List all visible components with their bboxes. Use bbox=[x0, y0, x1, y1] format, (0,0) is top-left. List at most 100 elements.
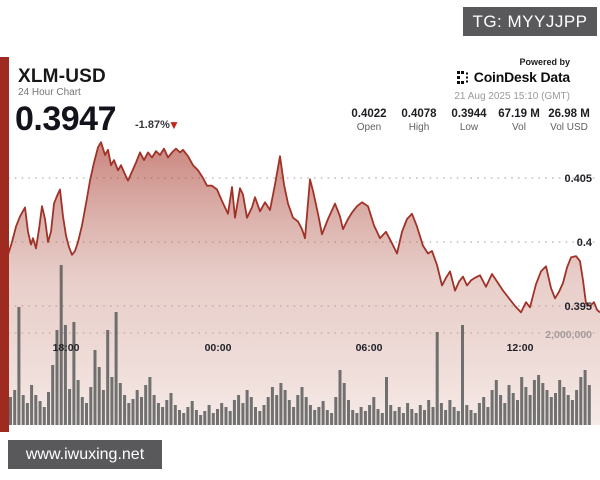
volume-bar bbox=[140, 397, 143, 425]
volume-bar bbox=[528, 395, 532, 425]
stat-high-label: High bbox=[408, 122, 430, 133]
volume-bar bbox=[80, 397, 84, 425]
volume-bar bbox=[182, 413, 186, 425]
volume-bar bbox=[554, 393, 557, 425]
volume-bar bbox=[410, 409, 414, 425]
volume-bar bbox=[516, 400, 519, 425]
volume-bar bbox=[456, 411, 460, 425]
volume-bar bbox=[406, 403, 410, 425]
volume-bar bbox=[152, 395, 156, 425]
volume-bar bbox=[444, 410, 448, 425]
stat-high-value: 0.4078 bbox=[401, 108, 437, 120]
volume-bar bbox=[325, 410, 329, 425]
volume-bar bbox=[368, 405, 372, 425]
volume-bar bbox=[93, 350, 97, 425]
price-line bbox=[7, 141, 600, 314]
svg-text:18:00: 18:00 bbox=[53, 342, 80, 354]
volume-bar bbox=[25, 403, 29, 425]
volume-bar bbox=[51, 365, 55, 425]
volume-bar bbox=[473, 413, 477, 425]
volume-bar bbox=[169, 393, 173, 425]
stat-vol-usd-label: Vol USD bbox=[550, 122, 588, 133]
volume-bar bbox=[9, 397, 12, 425]
volume-bar bbox=[321, 401, 325, 425]
volume-bar bbox=[220, 403, 224, 425]
volume-bar bbox=[575, 390, 579, 425]
volume-bar bbox=[114, 312, 118, 425]
volume-bar bbox=[292, 407, 296, 425]
volume-bar bbox=[228, 411, 232, 425]
price-area-fill bbox=[8, 142, 600, 425]
volume-bar bbox=[486, 407, 490, 425]
svg-text:06:00: 06:00 bbox=[356, 342, 383, 354]
volume-bar bbox=[194, 410, 198, 425]
volume-bar bbox=[427, 400, 431, 425]
volume-bar bbox=[118, 383, 122, 425]
volume-bar bbox=[511, 393, 515, 425]
volume-bar bbox=[300, 387, 304, 425]
volume-bar bbox=[245, 390, 249, 425]
volume-bar bbox=[507, 385, 511, 425]
volume-bar bbox=[262, 405, 266, 425]
volume-bar bbox=[372, 397, 376, 425]
volume-bar bbox=[270, 387, 274, 425]
volume-bar bbox=[148, 377, 152, 425]
volume-bar bbox=[423, 410, 426, 425]
volume-bar bbox=[541, 383, 545, 425]
volume-bars bbox=[9, 265, 591, 425]
volume-bar bbox=[583, 370, 587, 425]
telegram-watermark-badge: TG: MYYJJPP bbox=[463, 7, 597, 36]
stat-low-label: Low bbox=[459, 122, 479, 133]
volume-bar bbox=[330, 413, 334, 425]
volume-bar bbox=[241, 403, 245, 425]
telegram-watermark-text: TG: MYYJJPP bbox=[472, 11, 588, 31]
volume-bar bbox=[439, 403, 443, 425]
volume-bar bbox=[558, 380, 562, 425]
svg-text:0.395: 0.395 bbox=[564, 301, 592, 313]
stat-low: 0.3944 Low bbox=[444, 108, 494, 133]
volume-bar bbox=[59, 265, 63, 425]
volume-bar bbox=[566, 395, 570, 425]
volume-bar bbox=[537, 375, 541, 425]
volume-bar bbox=[249, 397, 253, 425]
volume-bar bbox=[317, 407, 321, 425]
volume-bar bbox=[232, 400, 236, 425]
triangle-down-icon: ▼ bbox=[168, 118, 180, 132]
volume-bar bbox=[89, 387, 93, 425]
volume-bar bbox=[203, 411, 207, 425]
volume-bar bbox=[477, 403, 481, 425]
svg-text:2,000,000: 2,000,000 bbox=[545, 329, 592, 341]
stat-vol: 67.19 M Vol bbox=[494, 108, 544, 133]
volume-bar bbox=[63, 325, 67, 425]
website-watermark-text: www.iwuxing.net bbox=[25, 445, 145, 463]
volume-bar bbox=[216, 409, 219, 425]
volume-bar bbox=[549, 397, 553, 425]
svg-text:12:00: 12:00 bbox=[507, 342, 534, 354]
stat-vol-value: 67.19 M bbox=[498, 108, 540, 120]
volume-bar bbox=[275, 395, 279, 425]
volume-bar bbox=[85, 403, 88, 425]
volume-bar bbox=[190, 401, 194, 425]
powered-by-block: Powered by CoinDesk Data bbox=[456, 57, 570, 85]
volume-bar bbox=[101, 390, 105, 425]
stat-high: 0.4078 High bbox=[394, 108, 444, 133]
volume-bar bbox=[173, 405, 177, 425]
volume-bar bbox=[393, 411, 397, 425]
volume-bar bbox=[503, 403, 507, 425]
volume-bar bbox=[351, 410, 355, 425]
stat-low-value: 0.3944 bbox=[451, 108, 487, 120]
volume-bar bbox=[414, 413, 418, 425]
volume-bar bbox=[17, 307, 21, 425]
volume-bar bbox=[68, 389, 72, 425]
volume-bar bbox=[385, 377, 388, 425]
volume-bar bbox=[355, 413, 359, 425]
volume-bar bbox=[465, 405, 469, 425]
data-timestamp: 21 Aug 2025 15:10 (GMT) bbox=[454, 91, 570, 102]
chart-subtitle: 24 Hour Chart bbox=[18, 87, 81, 98]
volume-bar bbox=[76, 380, 80, 425]
volume-bar bbox=[296, 395, 300, 425]
volume-bar bbox=[21, 395, 25, 425]
axis-labels: 0.405 0.4 0.395 2,000,000 18:00 00:00 06:00 12:… bbox=[53, 173, 593, 354]
